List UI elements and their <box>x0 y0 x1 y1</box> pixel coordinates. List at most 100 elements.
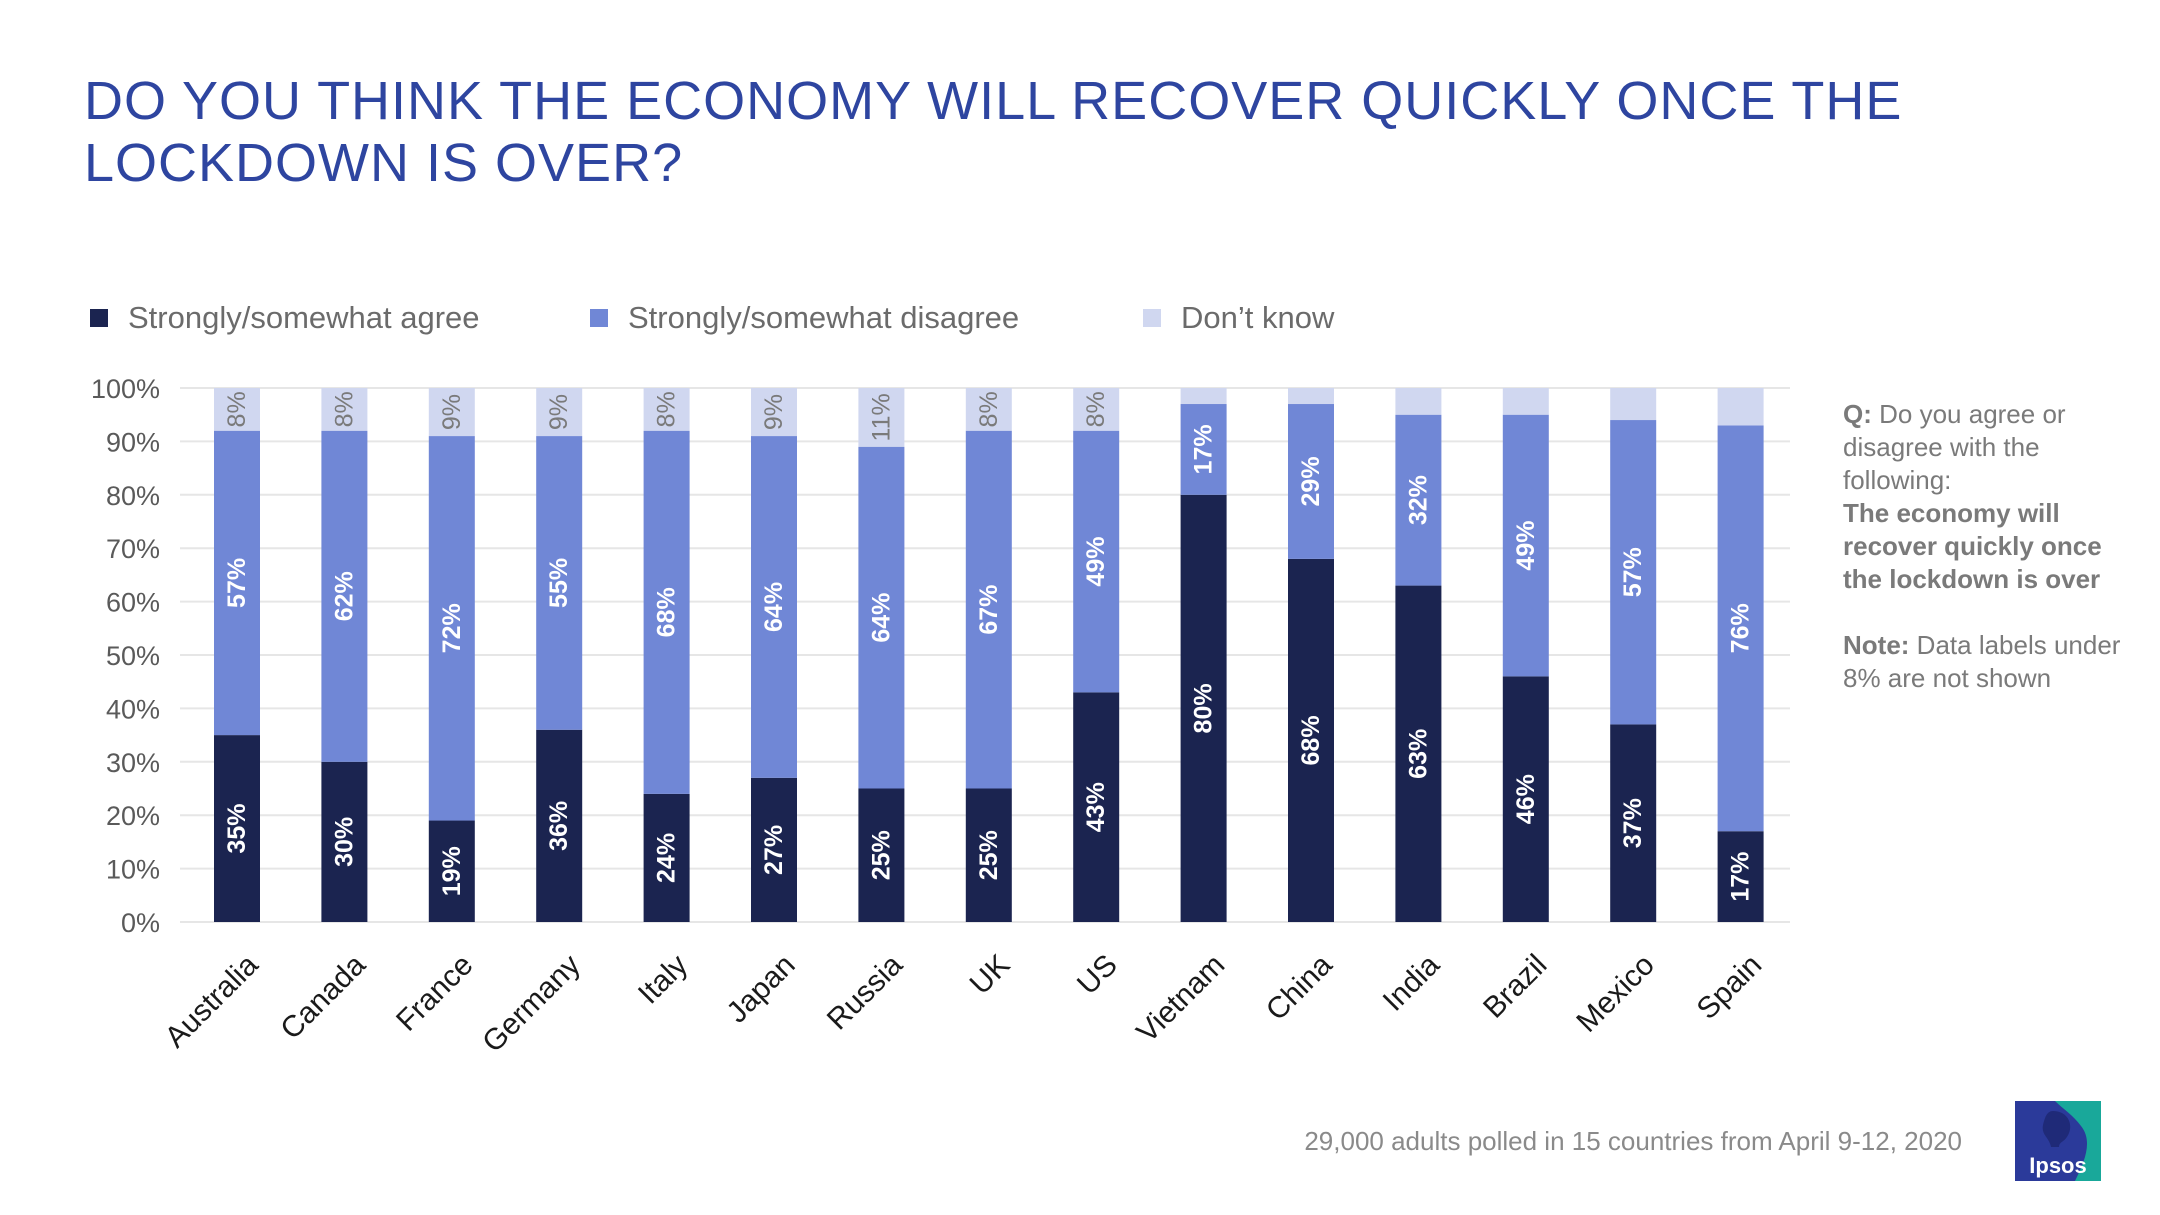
data-label: 29% <box>1297 456 1325 506</box>
note-body: Data labels under 8% are not shown <box>1843 630 2121 693</box>
bar-segment-dont-know <box>1502 388 1549 415</box>
page-title: DO YOU THINK THE ECONOMY WILL RECOVER QU… <box>84 71 1903 193</box>
data-label: 35% <box>223 804 251 854</box>
data-label: 8% <box>975 391 1003 427</box>
data-label: 27% <box>760 825 788 875</box>
data-label: 8% <box>223 391 251 427</box>
x-tick-label: Italy <box>632 948 694 1010</box>
legend-label-dont-know: Don’t know <box>1181 300 1335 335</box>
statement-text: The economy will recover quickly once th… <box>1843 497 2143 596</box>
data-label: 64% <box>760 582 788 632</box>
bar-segment-disagree <box>321 430 368 762</box>
data-label: 37% <box>1619 798 1647 848</box>
data-label: 8% <box>653 391 681 427</box>
bar-segment-disagree <box>1073 430 1120 693</box>
data-label: 36% <box>545 801 573 851</box>
bar-segment-disagree <box>1717 425 1764 832</box>
bar-segment-dont-know <box>1180 388 1227 405</box>
data-label: 64% <box>867 593 895 643</box>
bar-segment-disagree <box>428 436 475 821</box>
bar-segment-disagree <box>751 436 797 778</box>
bar-segment-agree <box>1395 585 1442 922</box>
data-label: 49% <box>1082 537 1110 587</box>
x-tick-label: China <box>1260 948 1339 1027</box>
bar-segment-dont-know <box>858 388 905 447</box>
bar-segment-agree <box>214 735 260 922</box>
data-label: 9% <box>760 394 788 430</box>
x-tick-label: US <box>1071 948 1124 1001</box>
bar-segment-dont-know <box>643 388 690 431</box>
bar-segment-dont-know <box>1073 388 1120 431</box>
bar-segment-disagree <box>1288 404 1334 559</box>
data-label: 25% <box>975 830 1003 880</box>
bar-segment-agree <box>536 729 583 922</box>
y-tick-label: 20% <box>106 801 160 831</box>
data-label: 68% <box>653 587 681 637</box>
legend-label-agree: Strongly/somewhat agree <box>128 300 480 335</box>
data-label: 57% <box>1619 547 1647 597</box>
y-tick-label: 100% <box>91 374 160 404</box>
legend-swatch-disagree <box>590 309 608 327</box>
y-tick-label: 10% <box>106 855 160 885</box>
svg-text:Ipsos: Ipsos <box>2029 1153 2086 1178</box>
data-label: 9% <box>545 394 573 430</box>
bar-segment-agree <box>428 820 475 922</box>
bar-segment-agree <box>965 788 1012 922</box>
x-tick-label: Vietnam <box>1130 948 1231 1049</box>
y-tick-label: 70% <box>106 534 160 564</box>
data-label: 67% <box>975 585 1003 635</box>
note-label: Note: <box>1843 630 1910 660</box>
bar-segment-agree <box>1180 494 1227 922</box>
data-label: 46% <box>1512 774 1540 824</box>
bar-segment-dont-know <box>965 388 1012 431</box>
bar-segment-dont-know <box>536 388 583 437</box>
data-label: 30% <box>330 817 358 867</box>
data-label: 8% <box>330 391 358 427</box>
x-tick-label: Spain <box>1691 948 1769 1026</box>
bar-segment-disagree <box>858 446 905 789</box>
y-tick-label: 0% <box>121 908 160 938</box>
y-tick-label: 40% <box>106 694 160 724</box>
bar-segment-disagree <box>1610 420 1657 725</box>
data-label: 63% <box>1404 729 1432 779</box>
bar-segment-dont-know <box>214 388 260 431</box>
x-tick-label: UK <box>964 948 1017 1001</box>
legend-label-disagree: Strongly/somewhat disagree <box>628 300 1020 335</box>
statement-body: The economy will recover quickly once th… <box>1843 498 2102 594</box>
bar-segment-agree <box>643 793 690 922</box>
footer-source: 29,000 adults polled in 15 countries fro… <box>1304 1126 1962 1156</box>
data-label: 19% <box>438 846 466 896</box>
data-label: 25% <box>867 830 895 880</box>
data-label: 80% <box>1190 683 1218 733</box>
bar-segment-dont-know <box>1610 388 1657 421</box>
bar-segment-disagree <box>214 430 260 736</box>
bar-segment-agree <box>751 777 797 922</box>
data-label: 62% <box>330 571 358 621</box>
data-label: 49% <box>1512 521 1540 571</box>
bar-segment-agree <box>1502 676 1549 922</box>
x-tick-label: France <box>390 948 479 1037</box>
data-label: 72% <box>438 603 466 653</box>
legend-item-dont-know: Don’t know <box>1143 300 1334 336</box>
bar-segment-disagree <box>643 430 690 794</box>
bar-segment-agree <box>321 761 368 922</box>
data-label: 8% <box>1082 391 1110 427</box>
legend-item-agree: Strongly/somewhat agree <box>90 300 480 336</box>
x-tick-label: Russia <box>821 948 909 1036</box>
bar-segment-dont-know <box>1395 388 1442 415</box>
y-tick-label: 90% <box>106 427 160 457</box>
side-note: Q: Do you agree or disagree with the fol… <box>1843 398 2143 695</box>
data-label: 57% <box>223 558 251 608</box>
note-text: Note: Data labels under 8% are not shown <box>1843 629 2143 695</box>
data-label: 76% <box>1727 603 1755 653</box>
data-label: 68% <box>1297 715 1325 765</box>
x-tick-label: Brazil <box>1477 948 1553 1024</box>
ipsos-logo: Ipsos <box>2015 1101 2101 1181</box>
data-label: 17% <box>1727 852 1755 902</box>
bar-segment-agree <box>1288 558 1334 922</box>
question-label: Q: <box>1843 399 1872 429</box>
x-tick-label: Australia <box>159 948 265 1054</box>
bar-segment-agree <box>1610 724 1657 922</box>
y-tick-label: 80% <box>106 481 160 511</box>
